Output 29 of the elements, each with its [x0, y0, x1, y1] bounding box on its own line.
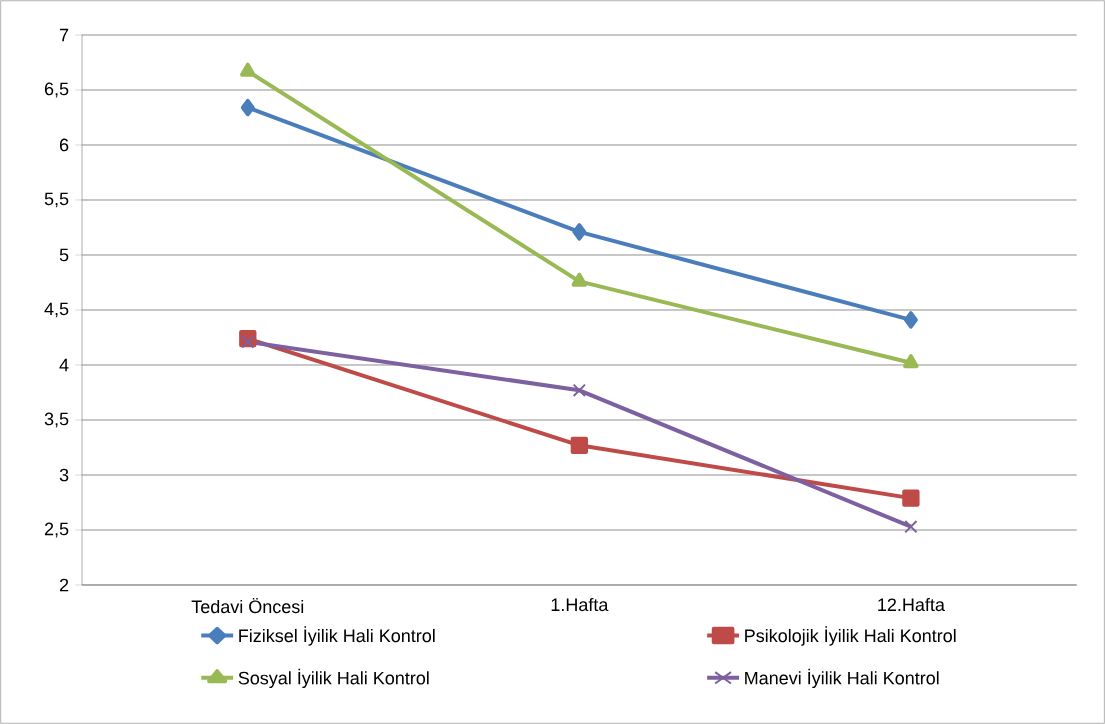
point: [572, 383, 586, 397]
y-tick-label: 2,5: [44, 522, 69, 538]
legend-label: Sosyal İyilik Hali Kontrol: [238, 668, 429, 689]
point: [902, 489, 920, 507]
x-tick-label: 1.Hafta: [551, 597, 609, 612]
point: [904, 520, 918, 534]
legend-label: Psikolojik İyilik Hali Kontrol: [745, 626, 956, 646]
point: [572, 223, 587, 241]
point: [903, 311, 918, 329]
y-tick-label: 3: [59, 468, 69, 482]
y-tick-label: 5,5: [44, 192, 69, 208]
point: [240, 62, 256, 77]
point: [241, 335, 255, 349]
point: [240, 98, 255, 117]
y-tick-label: 6,5: [44, 82, 69, 98]
y-tick-label: 5: [59, 248, 69, 262]
y-tick-label: 7: [59, 28, 69, 42]
x-tick-label: 12.Hafta: [878, 597, 945, 612]
point: [570, 436, 589, 454]
y-tick-label: 4,5: [44, 302, 69, 318]
legend-label: Manevi İyilik Hali Kontrol: [745, 668, 939, 689]
y-tick-label: 4: [59, 358, 69, 372]
y-tick-label: 6: [59, 138, 69, 152]
y-tick-label: 3,5: [44, 412, 69, 428]
y-tick-label: 2: [59, 578, 69, 592]
legend-label: Fiziksel İyilik Hali Kontrol: [239, 626, 435, 646]
x-tick-label: Tedavi Öncesi: [191, 597, 304, 614]
point: [903, 354, 919, 369]
point: [571, 272, 588, 287]
